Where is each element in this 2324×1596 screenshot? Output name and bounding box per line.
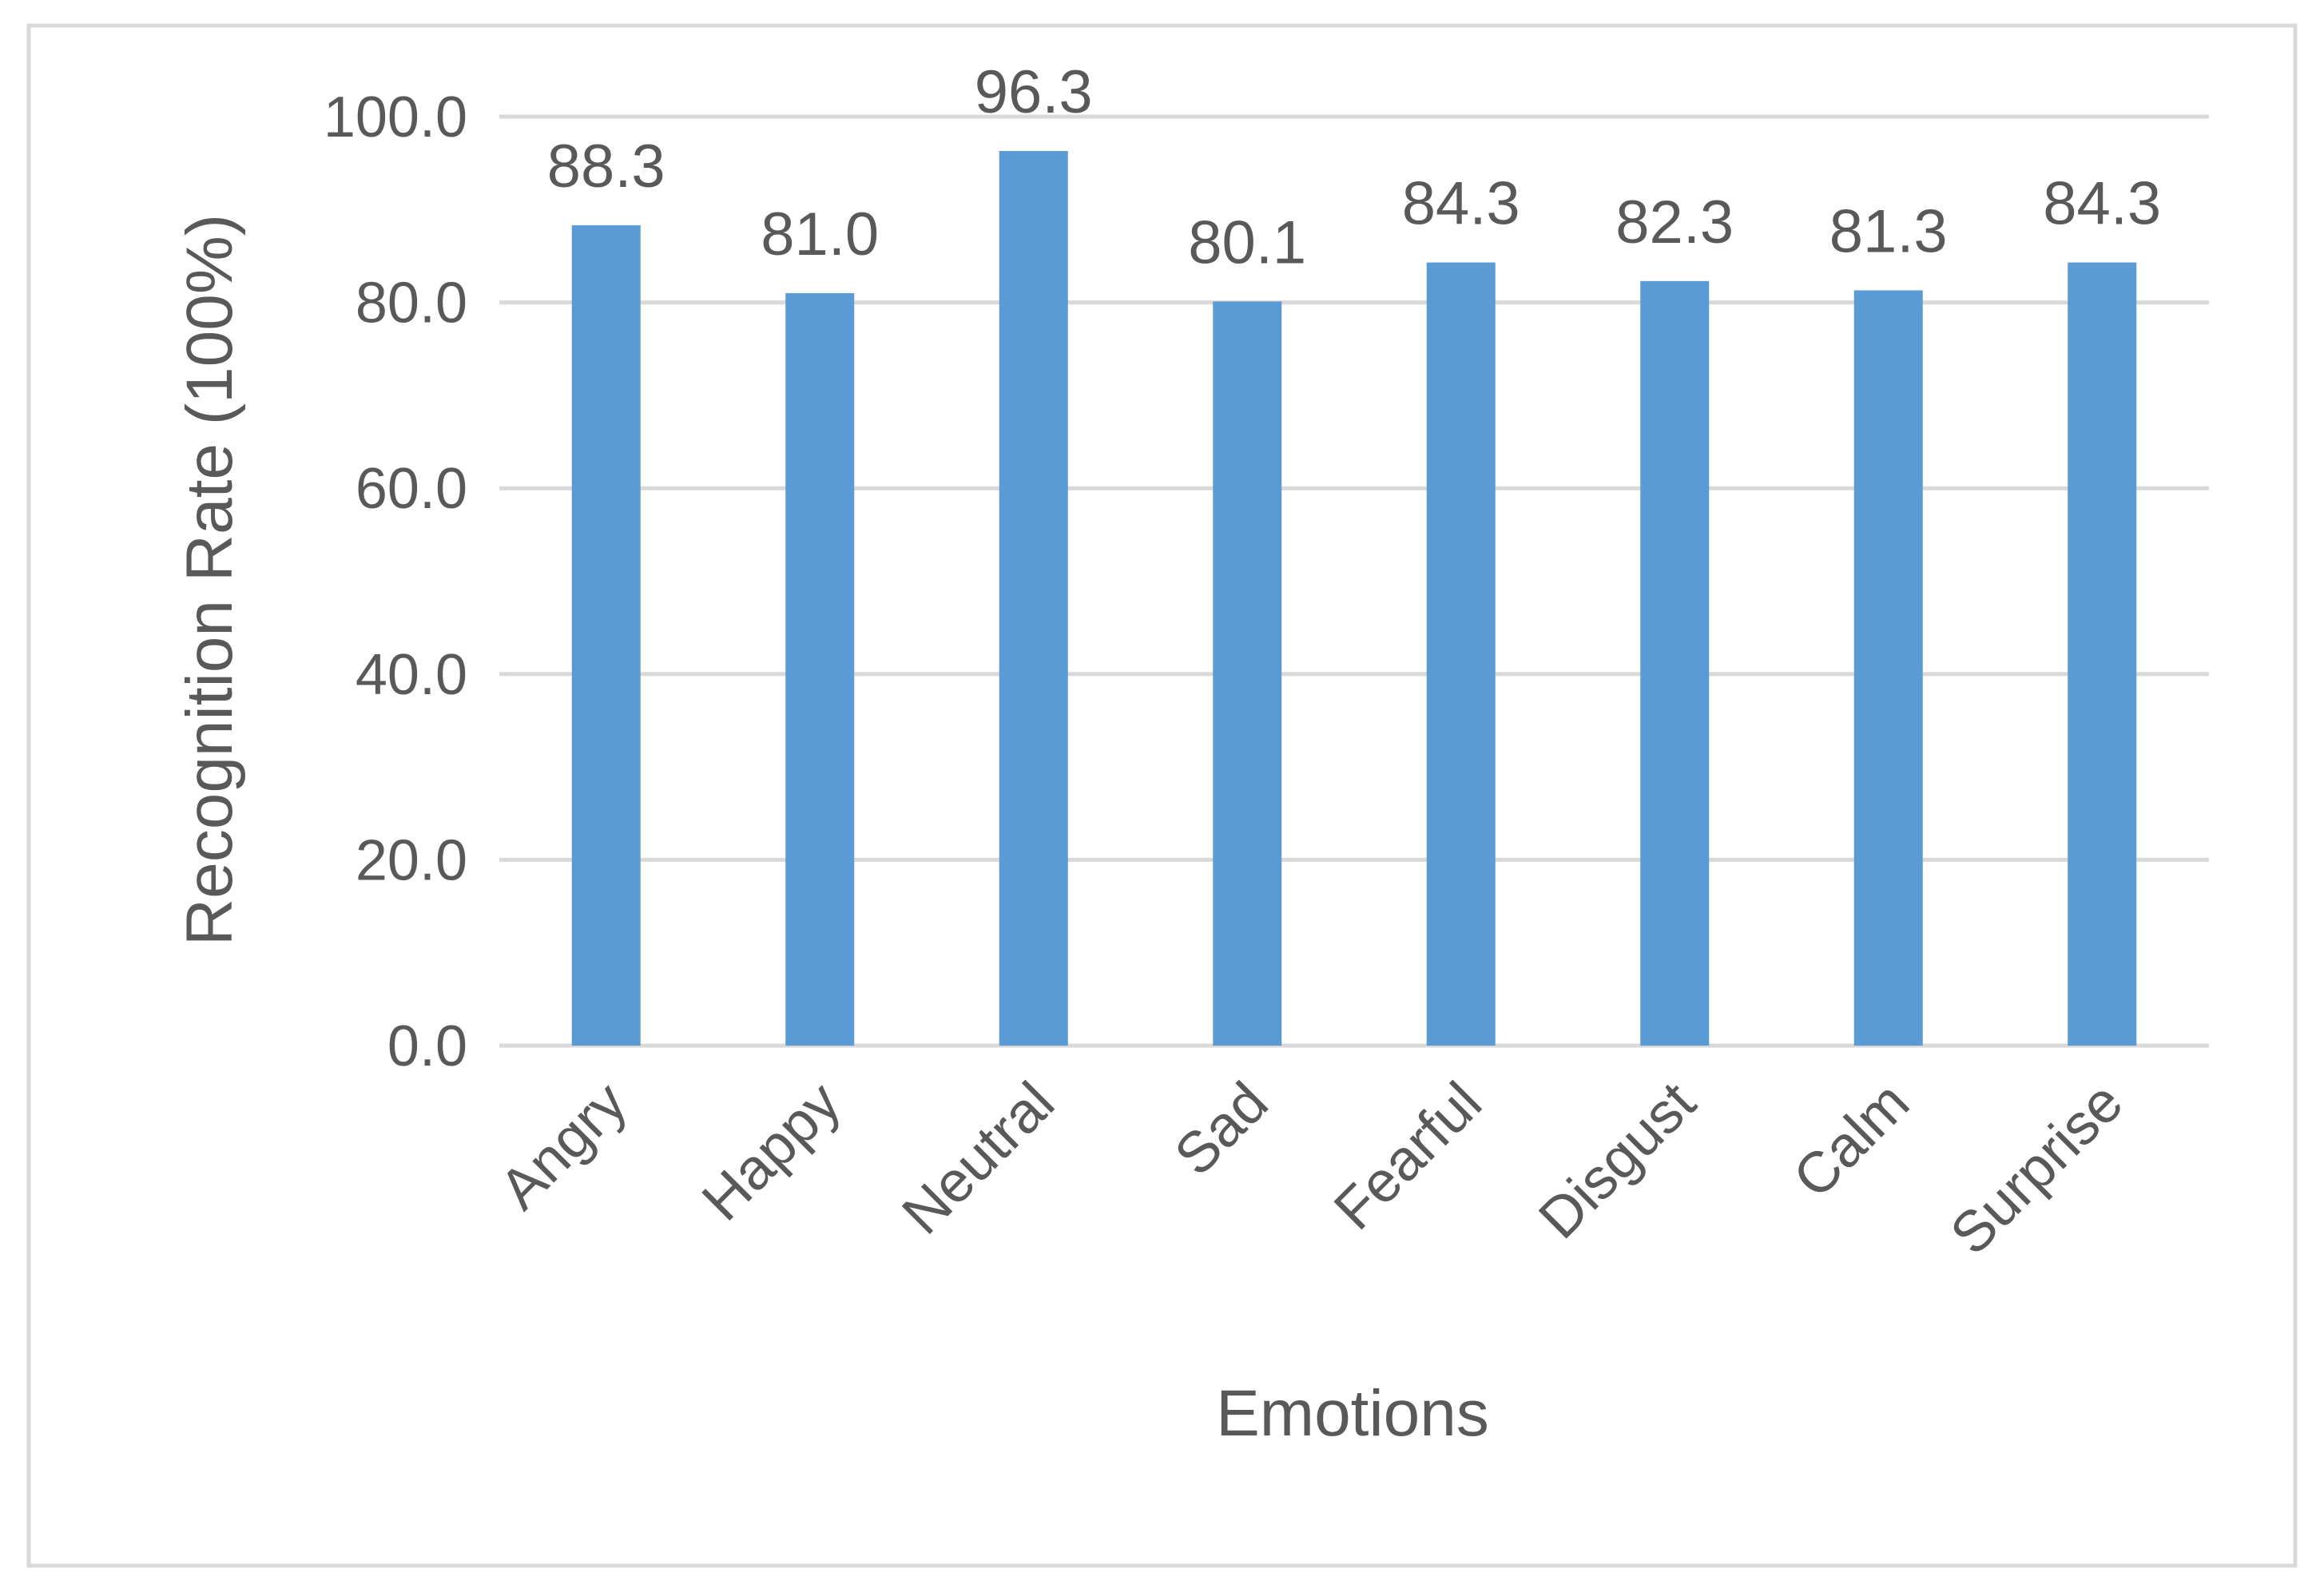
data-label: 88.3 [547, 133, 665, 200]
data-label: 84.3 [1402, 170, 1520, 238]
bars [571, 151, 2137, 1046]
y-axis-title: Recognition Rate (100%) [173, 214, 246, 946]
data-label: 84.3 [2043, 170, 2161, 238]
x-axis-title: Emotions [1216, 1377, 1489, 1450]
data-label: 80.1 [1188, 208, 1306, 276]
bar-calm [1853, 290, 1923, 1046]
y-tick-label: 20.0 [356, 828, 467, 892]
y-tick-label: 0.0 [387, 1014, 467, 1078]
bar-happy [785, 292, 855, 1046]
data-label: 81.3 [1829, 197, 1948, 265]
data-label: 81.0 [761, 200, 879, 268]
bar-fearful [1426, 262, 1496, 1046]
data-label: 96.3 [975, 58, 1093, 126]
chart-frame [26, 23, 2298, 1568]
data-label: 82.3 [1615, 189, 1734, 256]
y-tick-label: 100.0 [324, 85, 467, 149]
y-tick-label: 40.0 [356, 643, 467, 707]
y-tick-label: 60.0 [356, 457, 467, 521]
data-labels: 88.3 81.0 96.3 80.1 84.3 82.3 81.3 84.3 [547, 58, 2161, 276]
bar-sad [1213, 301, 1282, 1046]
y-tick-labels: 0.0 20.0 40.0 60.0 80.0 100.0 [324, 85, 467, 1078]
bar-neutral [999, 151, 1068, 1046]
y-tick-label: 80.0 [356, 272, 467, 335]
bar-angry [571, 225, 641, 1046]
bar-disgust [1640, 280, 1710, 1046]
bar-surprise [2068, 262, 2137, 1046]
gridlines [499, 114, 2209, 1048]
